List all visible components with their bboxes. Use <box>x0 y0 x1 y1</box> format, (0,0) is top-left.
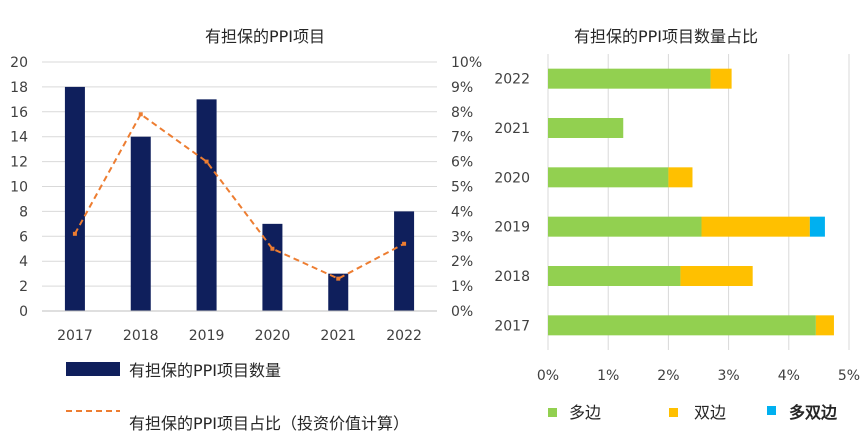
left-y2-tick-label: 8% <box>451 105 473 121</box>
left-line-point <box>336 276 341 281</box>
left-y-tick-label: 16 <box>10 105 28 121</box>
legend-multibilateral-label: 多双边 <box>789 403 838 422</box>
left-bar <box>196 99 217 311</box>
left-y-tick-label: 12 <box>10 155 28 171</box>
right-x-axis-ticks: 0% 1% 2% 3% 4% 5% <box>537 368 860 384</box>
left-line-point <box>270 246 275 251</box>
right-bar-segment <box>548 167 669 188</box>
left-x-tick-label: 2022 <box>386 328 422 344</box>
right-bar-segment <box>668 167 693 188</box>
left-bar <box>328 273 349 311</box>
right-y-axis-ticks: 2017 2018 2019 2020 2021 2022 <box>494 72 530 335</box>
left-y2-axis-ticks: 0% 1% 2% 3% 4% 5% 6% 7% 8% 9% 10% <box>451 55 482 320</box>
legend-multilateral-swatch <box>548 408 557 417</box>
right-chart: 有担保的PPI项目数量占比 2017 2018 2019 2020 2021 2022 0… <box>494 27 860 422</box>
left-x-tick-label: 2019 <box>189 328 225 344</box>
right-bar-segment <box>809 216 825 237</box>
right-bar-segment <box>701 216 810 237</box>
right-y-tick-label: 2021 <box>494 121 530 137</box>
right-bar-segment <box>680 266 753 286</box>
right-stacked-bars <box>548 68 834 336</box>
right-x-tick-label: 2% <box>657 368 679 384</box>
right-y-tick-label: 2018 <box>494 269 530 285</box>
left-line-point <box>138 112 143 117</box>
left-x-tick-label: 2018 <box>123 328 159 344</box>
left-y2-tick-label: 5% <box>451 180 473 196</box>
left-bar <box>130 136 151 311</box>
left-y2-tick-label: 6% <box>451 155 473 171</box>
legend-bilateral-label: 双边 <box>694 403 726 422</box>
right-bar-segment <box>710 68 732 89</box>
left-y-tick-label: 0 <box>19 304 28 320</box>
right-y-tick-label: 2017 <box>494 318 530 334</box>
left-chart: 有担保的PPI项目 0 2 4 6 8 10 12 14 16 18 20 0% 1% 2% 3% 4% 5%… <box>10 27 482 433</box>
legend-bilateral-swatch <box>669 408 678 417</box>
left-y2-tick-label: 7% <box>451 130 473 146</box>
left-y2-tick-label: 2% <box>451 254 473 270</box>
left-x-tick-label: 2017 <box>57 328 93 344</box>
left-y-tick-label: 10 <box>10 180 28 196</box>
left-y-tick-label: 6 <box>19 229 28 245</box>
left-y2-tick-label: 4% <box>451 204 473 220</box>
left-line-series <box>72 112 407 281</box>
right-x-tick-label: 4% <box>778 368 800 384</box>
right-gridlines <box>547 54 850 350</box>
left-y2-tick-label: 9% <box>451 80 473 96</box>
left-y-tick-label: 2 <box>19 279 28 295</box>
right-x-tick-label: 0% <box>537 368 559 384</box>
left-gridlines <box>42 61 437 312</box>
left-x-tick-label: 2020 <box>255 328 291 344</box>
right-x-tick-label: 5% <box>838 368 860 384</box>
left-y-tick-label: 8 <box>19 204 28 220</box>
left-bar <box>394 211 415 311</box>
right-chart-title: 有担保的PPI项目数量占比 <box>574 27 758 46</box>
right-bar-segment <box>548 118 624 138</box>
legend-multibilateral-swatch <box>767 406 776 415</box>
left-y2-tick-label: 1% <box>451 279 473 295</box>
left-y-tick-label: 4 <box>19 254 28 270</box>
right-bar-segment <box>548 68 711 89</box>
left-y-axis-ticks: 0 2 4 6 8 10 12 14 16 18 20 <box>10 55 28 320</box>
left-line-point <box>72 231 77 236</box>
right-x-tick-label: 1% <box>597 368 619 384</box>
legend-line-label: 有担保的PPI项目占比（投资价值计算） <box>129 414 409 433</box>
right-bar-segment <box>548 216 702 237</box>
left-y-tick-label: 20 <box>10 55 28 71</box>
left-chart-title: 有担保的PPI项目 <box>205 27 325 46</box>
legend-bar-label: 有担保的PPI项目数量 <box>129 361 281 380</box>
legend-multilateral-label: 多边 <box>569 403 601 422</box>
left-y-tick-label: 18 <box>10 80 28 96</box>
left-line-path <box>74 112 405 280</box>
left-y2-tick-label: 0% <box>451 304 473 320</box>
right-y-tick-label: 2019 <box>494 220 530 236</box>
left-y-tick-label: 14 <box>10 130 28 146</box>
left-y2-tick-label: 3% <box>451 229 473 245</box>
left-line-point <box>402 241 407 246</box>
left-bar <box>64 86 85 312</box>
left-x-tick-label: 2021 <box>320 328 356 344</box>
right-bar-segment <box>548 315 816 336</box>
right-y-tick-label: 2022 <box>494 72 530 88</box>
left-line-point <box>204 159 209 164</box>
right-bar-segment <box>815 315 834 336</box>
left-y2-tick-label: 10% <box>451 55 482 71</box>
right-x-tick-label: 3% <box>717 368 739 384</box>
left-x-axis-ticks: 2017 2018 2019 2020 2021 2022 <box>42 310 437 344</box>
right-y-tick-label: 2020 <box>494 170 530 186</box>
left-bar <box>262 223 283 311</box>
legend-bar-swatch <box>66 362 120 376</box>
right-bar-segment <box>548 266 681 286</box>
left-bar-series <box>64 86 415 312</box>
